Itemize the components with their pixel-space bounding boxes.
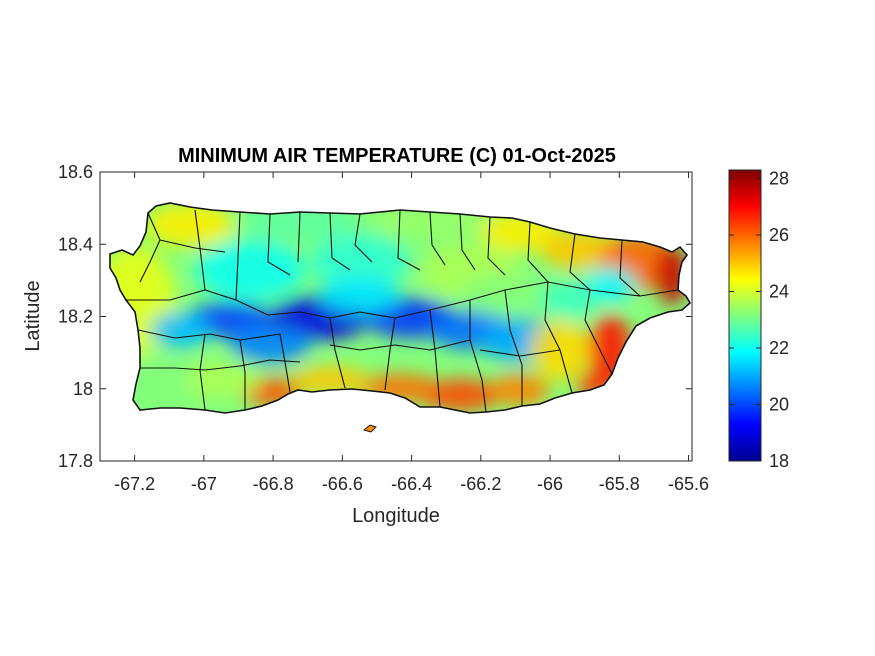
caja-de-muerto-island (362, 424, 377, 433)
colorbar: 18 20 22 24 26 28 (728, 168, 789, 471)
colorbar-tick-label: 24 (769, 281, 789, 301)
colorbar-tick-label: 22 (769, 338, 789, 358)
municipality-boundary (479, 349, 561, 357)
municipality-boundary (354, 213, 373, 263)
municipality-boundary (140, 359, 301, 371)
y-tick-label: 18.6 (58, 162, 93, 182)
municipality-boundary (159, 239, 226, 253)
x-tick-label: -67 (191, 474, 217, 494)
municipality-boundary (329, 339, 471, 351)
island-outline (109, 202, 692, 414)
colorbar-tick-label: 28 (769, 168, 789, 188)
colorbar-tick-label: 20 (769, 394, 789, 414)
x-tick-label: -66.6 (322, 474, 363, 494)
municipality-boundary (194, 209, 206, 291)
x-tick-label: -66 (537, 474, 563, 494)
municipality-boundary (619, 239, 641, 297)
municipality-boundaries (126, 209, 679, 413)
municipality-boundary (569, 233, 591, 291)
x-tick-label: -66.8 (253, 474, 294, 494)
municipality-boundary (504, 289, 523, 406)
municipality-boundary (139, 212, 161, 283)
municipality-boundary (235, 211, 241, 301)
temperature-field (110, 203, 690, 413)
x-tick-label: -66.2 (460, 474, 501, 494)
municipality-boundary (126, 281, 679, 319)
y-tick-label: 18.4 (58, 234, 93, 254)
municipality-boundary (397, 209, 421, 271)
x-tick-label: -67.2 (114, 474, 155, 494)
municipality-boundary (487, 216, 506, 276)
y-tick-label: 18.2 (58, 307, 93, 327)
colorbar-tick-label: 18 (769, 451, 789, 471)
y-axis-label: Latitude (22, 280, 44, 351)
municipality-boundary (239, 339, 246, 410)
municipality-boundary (329, 212, 351, 271)
municipality-boundary (584, 289, 613, 375)
y-tick-label: 17.8 (58, 451, 93, 471)
municipality-boundary (329, 317, 346, 389)
municipality-boundary (267, 213, 291, 276)
plot-area: -67.2 -67 -66.8 -66.6 -66.4 -66.2 -66 -65.8 -65.… (58, 162, 709, 494)
y-axis-ticks: 17.8 18 18.2 18.4 18.6 (58, 162, 692, 471)
municipality-boundary (544, 281, 573, 394)
municipality-boundary (459, 213, 476, 271)
municipality-boundary (429, 309, 441, 408)
municipality-boundary (199, 333, 206, 411)
municipality-boundary (429, 211, 446, 266)
y-tick-label: 18 (73, 379, 93, 399)
municipality-boundary (279, 333, 291, 393)
x-tick-label: -65.6 (668, 474, 709, 494)
municipality-boundary (137, 329, 281, 341)
x-tick-label: -65.8 (599, 474, 640, 494)
municipality-boundary (384, 317, 396, 391)
colorbar-gradient (728, 169, 762, 462)
x-axis-label: Longitude (352, 505, 440, 527)
x-tick-label: -66.4 (391, 474, 432, 494)
municipality-boundary (297, 211, 301, 263)
x-axis-ticks: -67.2 -67 -66.8 -66.6 -66.4 -66.2 -66 -65.8 -65.… (114, 172, 709, 494)
colorbar-ticks: 18 20 22 24 26 28 (729, 168, 789, 471)
municipality-boundary (527, 221, 549, 283)
municipality-boundary (469, 300, 487, 413)
colorbar-tick-label: 26 (769, 225, 789, 245)
map-title: MINIMUM AIR TEMPERATURE (C) 01-Oct-2025 (178, 145, 616, 167)
